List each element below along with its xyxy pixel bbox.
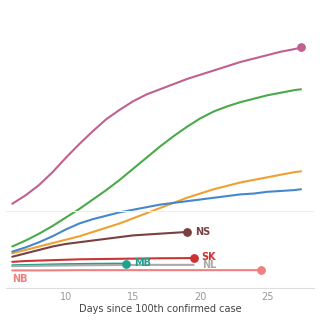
- Text: MB: MB: [134, 258, 151, 268]
- Text: NS: NS: [195, 227, 210, 237]
- Text: SK: SK: [202, 252, 216, 262]
- Point: [191, 255, 196, 260]
- X-axis label: Days since 100th confirmed case: Days since 100th confirmed case: [79, 304, 241, 315]
- Point: [299, 45, 304, 50]
- Point: [258, 268, 263, 273]
- Text: NL: NL: [202, 260, 216, 270]
- Text: NB: NB: [12, 274, 28, 284]
- Point: [124, 261, 129, 266]
- Point: [184, 229, 189, 235]
